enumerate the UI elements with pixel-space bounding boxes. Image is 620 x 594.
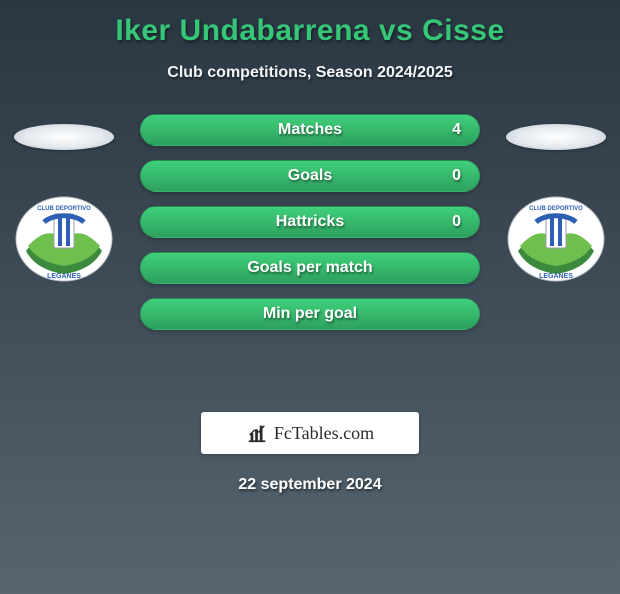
stat-value: 0 <box>452 213 461 231</box>
svg-text:LEGANES: LEGANES <box>47 273 81 280</box>
comparison-stage: CLUB DEPORTIVO LEGANES CLUB DEPORTIVO LE… <box>0 114 620 394</box>
stat-label: Matches <box>278 121 342 139</box>
club-crest-icon: CLUB DEPORTIVO LEGANES <box>14 196 114 282</box>
player-right-ellipse <box>506 124 606 150</box>
svg-text:LEGANES: LEGANES <box>539 273 573 280</box>
stat-ribbon: Hattricks 0 <box>140 206 480 238</box>
stat-ribbon: Goals per match <box>140 252 480 284</box>
stat-label: Goals <box>288 167 332 185</box>
stat-value: 4 <box>452 121 461 139</box>
stat-label: Goals per match <box>247 259 372 277</box>
svg-text:CLUB DEPORTIVO: CLUB DEPORTIVO <box>529 206 583 212</box>
branding-text: FcTables.com <box>274 423 374 444</box>
player-right-crest: CLUB DEPORTIVO LEGANES <box>506 196 606 282</box>
comparison-subtitle: Club competitions, Season 2024/2025 <box>0 64 620 82</box>
date-line: 22 september 2024 <box>0 476 620 494</box>
player-left-crest: CLUB DEPORTIVO LEGANES <box>14 196 114 282</box>
club-crest-icon: CLUB DEPORTIVO LEGANES <box>506 196 606 282</box>
comparison-title: Iker Undabarrena vs Cisse <box>0 14 620 48</box>
stat-value: 0 <box>452 167 461 185</box>
branding-box: FcTables.com <box>201 412 419 454</box>
stat-label: Hattricks <box>276 213 344 231</box>
player-left-ellipse <box>14 124 114 150</box>
stat-ribbon: Min per goal <box>140 298 480 330</box>
stat-ribbon: Goals 0 <box>140 160 480 192</box>
svg-text:CLUB DEPORTIVO: CLUB DEPORTIVO <box>37 206 91 212</box>
stat-label: Min per goal <box>263 305 357 323</box>
bar-chart-icon <box>246 422 268 444</box>
stat-ribbons: Matches 4 Goals 0 Hattricks 0 Goals per … <box>140 114 480 330</box>
stat-ribbon: Matches 4 <box>140 114 480 146</box>
